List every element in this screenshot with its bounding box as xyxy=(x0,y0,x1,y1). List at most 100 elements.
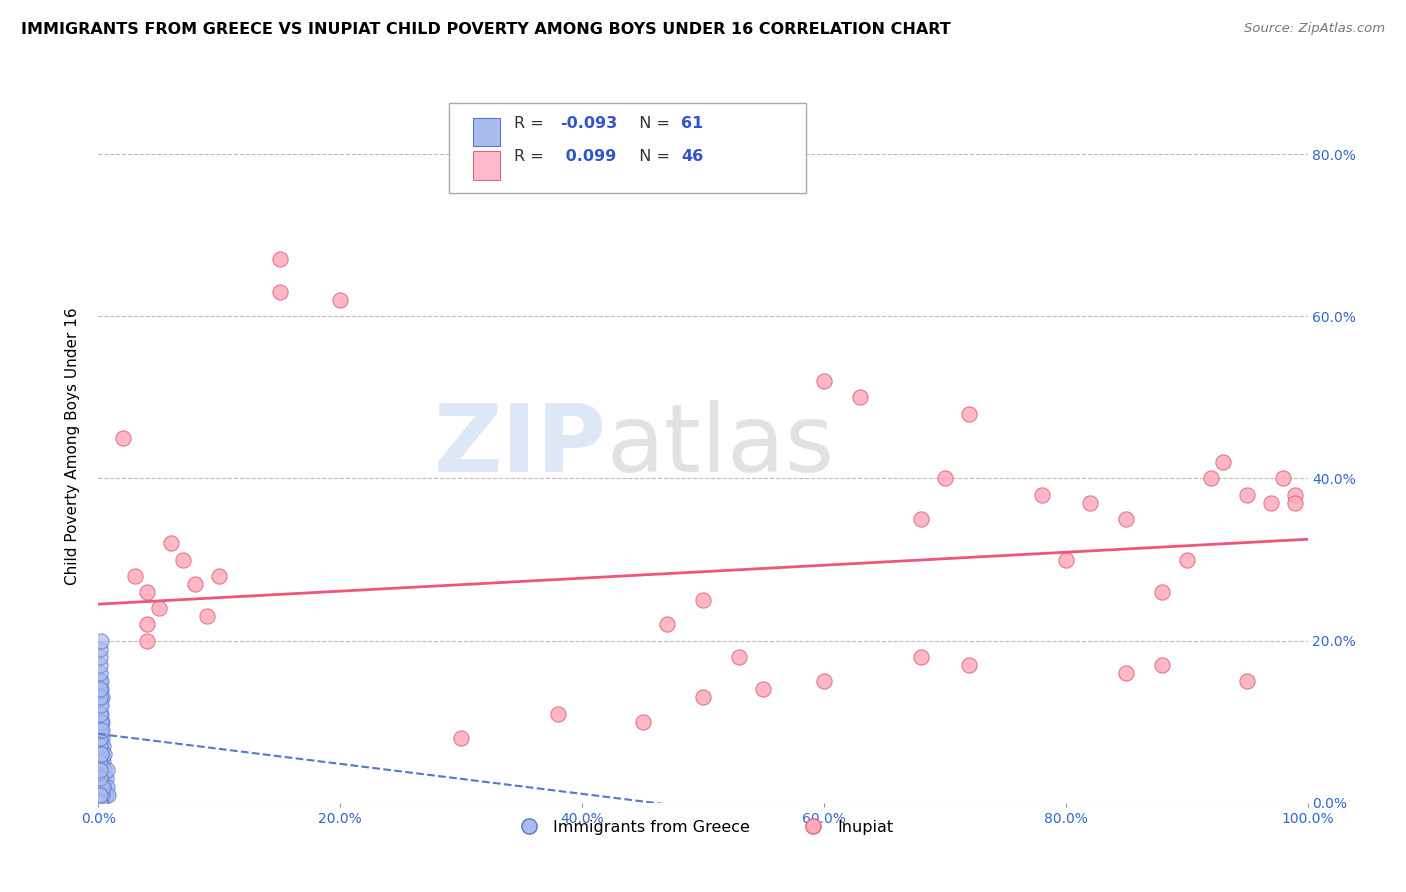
Text: atlas: atlas xyxy=(606,400,835,492)
Point xyxy=(934,471,956,485)
Point xyxy=(90,723,112,737)
Point xyxy=(172,552,194,566)
Point xyxy=(692,690,714,705)
Point xyxy=(89,641,111,656)
Point xyxy=(1031,488,1053,502)
Point xyxy=(450,731,472,745)
Point xyxy=(91,780,114,794)
Text: 61: 61 xyxy=(682,116,703,130)
Point xyxy=(957,407,980,421)
Point xyxy=(1272,471,1295,485)
Point xyxy=(813,374,835,388)
Point xyxy=(111,431,134,445)
Point xyxy=(89,780,111,794)
Point xyxy=(90,633,112,648)
Point xyxy=(94,788,117,802)
Point xyxy=(692,593,714,607)
Point xyxy=(89,747,111,761)
Point xyxy=(124,568,146,582)
Point xyxy=(1260,496,1282,510)
Point xyxy=(90,682,112,697)
Point xyxy=(849,390,872,404)
Point xyxy=(269,252,291,267)
Point xyxy=(1152,657,1174,672)
Point xyxy=(89,796,111,810)
Point xyxy=(184,577,207,591)
Point xyxy=(91,788,114,802)
Point xyxy=(90,690,112,705)
Point xyxy=(89,706,111,721)
Point xyxy=(89,764,111,778)
Point xyxy=(90,739,112,753)
Point xyxy=(89,723,111,737)
Point xyxy=(148,601,170,615)
Point xyxy=(1115,512,1137,526)
Point xyxy=(89,764,111,778)
Point xyxy=(89,788,111,802)
Point xyxy=(89,772,111,786)
Point xyxy=(89,649,111,664)
Point xyxy=(90,698,112,713)
Point xyxy=(91,714,114,729)
Point xyxy=(90,780,112,794)
Point xyxy=(813,674,835,689)
Point xyxy=(89,788,111,802)
Text: R =: R = xyxy=(515,116,550,130)
Point xyxy=(89,756,111,770)
Text: N =: N = xyxy=(630,149,675,164)
Point xyxy=(91,747,114,761)
Point xyxy=(160,536,183,550)
Point xyxy=(90,674,112,689)
Text: 0.099: 0.099 xyxy=(561,149,617,164)
Point xyxy=(89,698,111,713)
Point xyxy=(89,739,111,753)
Point xyxy=(90,756,112,770)
Point xyxy=(208,568,231,582)
Point xyxy=(91,690,114,705)
Point xyxy=(1054,552,1077,566)
Text: Source: ZipAtlas.com: Source: ZipAtlas.com xyxy=(1244,22,1385,36)
Legend: Immigrants from Greece, Inupiat: Immigrants from Greece, Inupiat xyxy=(506,814,900,841)
Point xyxy=(195,609,218,624)
Point xyxy=(93,780,115,794)
Point xyxy=(89,731,111,745)
Point xyxy=(89,690,111,705)
Point xyxy=(1284,496,1306,510)
Point xyxy=(89,674,111,689)
Point xyxy=(93,764,115,778)
Point xyxy=(91,772,114,786)
Point xyxy=(1078,496,1101,510)
FancyBboxPatch shape xyxy=(474,152,501,180)
Y-axis label: Child Poverty Among Boys Under 16: Child Poverty Among Boys Under 16 xyxy=(65,307,80,585)
Point xyxy=(90,706,112,721)
Point xyxy=(90,714,112,729)
Point xyxy=(752,682,775,697)
Point xyxy=(90,788,112,802)
Point xyxy=(90,772,112,786)
Point xyxy=(1236,674,1258,689)
Point xyxy=(89,657,111,672)
Text: N =: N = xyxy=(630,116,675,130)
Point xyxy=(90,747,112,761)
Text: -0.093: -0.093 xyxy=(561,116,617,130)
Point xyxy=(1284,488,1306,502)
Point xyxy=(1175,552,1198,566)
Point xyxy=(97,788,120,802)
Point xyxy=(1115,666,1137,681)
Point xyxy=(91,731,114,745)
Point xyxy=(96,780,118,794)
Point xyxy=(1212,455,1234,469)
Point xyxy=(89,682,111,697)
Point xyxy=(1199,471,1222,485)
Point xyxy=(91,756,114,770)
Point xyxy=(91,780,114,794)
Point xyxy=(957,657,980,672)
Point xyxy=(94,772,117,786)
Point xyxy=(96,764,118,778)
Point xyxy=(329,293,352,307)
FancyBboxPatch shape xyxy=(474,118,501,146)
Point xyxy=(91,764,114,778)
Point xyxy=(1236,488,1258,502)
Point xyxy=(547,706,569,721)
Point xyxy=(135,633,157,648)
